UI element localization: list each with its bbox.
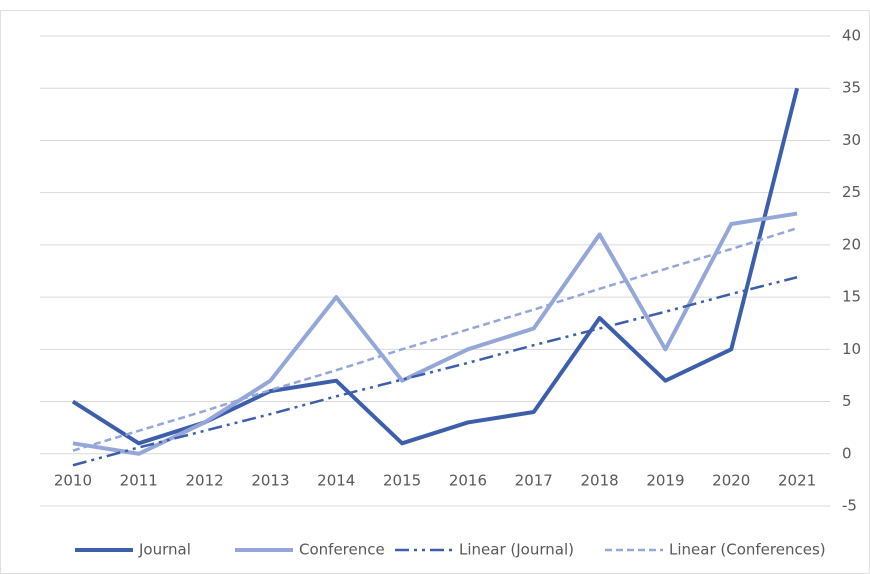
y-tick-label: 30 [842, 131, 861, 149]
x-tick-label: 2019 [646, 471, 684, 489]
x-tick-label: 2011 [120, 471, 158, 489]
x-tick-label: 2018 [580, 471, 618, 489]
series-line [72, 226, 798, 452]
y-tick-label: 40 [842, 27, 861, 45]
x-tick-label: 2020 [712, 471, 750, 489]
x-tick-label: 2010 [54, 471, 92, 489]
x-tick-label: 2015 [383, 471, 421, 489]
x-tick-label: 2021 [778, 471, 816, 489]
y-tick-label: -5 [842, 497, 857, 515]
y-tick-label: 0 [842, 444, 852, 462]
legend-label: Conference [299, 541, 385, 559]
y-tick-label: 10 [842, 340, 861, 358]
legend-label: Linear (Journal) [459, 541, 574, 559]
x-tick-label: 2017 [515, 471, 553, 489]
y-tick-label: 25 [842, 183, 861, 201]
y-tick-label: 20 [842, 235, 861, 253]
x-tick-label: 2016 [449, 471, 487, 489]
legend-label: Linear (Conferences) [669, 541, 826, 559]
legend-label: Journal [138, 541, 191, 559]
x-tick-label: 2014 [317, 471, 355, 489]
series-line [72, 276, 798, 467]
x-tick-label: 2013 [251, 471, 289, 489]
y-tick-label: 5 [842, 392, 852, 410]
y-tick-label: 15 [842, 288, 861, 306]
chart-border [0, 10, 870, 574]
x-tick-label: 2012 [185, 471, 223, 489]
series-line [72, 211, 798, 456]
y-tick-label: 35 [842, 79, 861, 97]
